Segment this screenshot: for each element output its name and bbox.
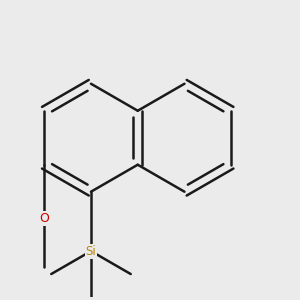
Text: Si: Si [85,244,96,258]
Text: O: O [39,212,49,225]
